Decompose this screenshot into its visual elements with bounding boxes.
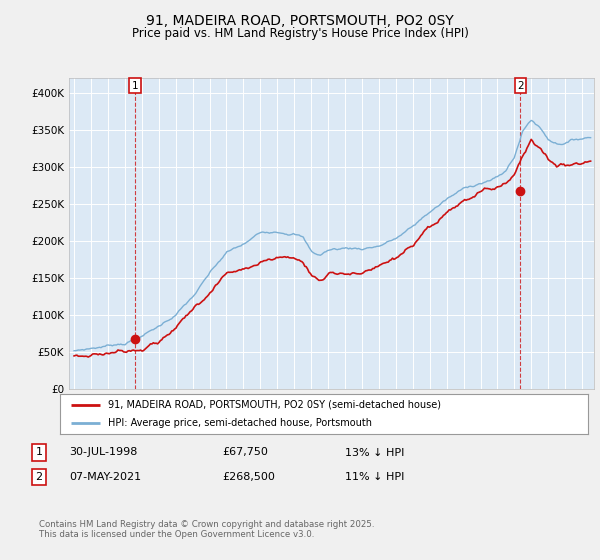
Text: £268,500: £268,500 — [222, 472, 275, 482]
Text: 1: 1 — [131, 81, 138, 91]
Text: 11% ↓ HPI: 11% ↓ HPI — [345, 472, 404, 482]
Text: 2: 2 — [517, 81, 524, 91]
Text: 91, MADEIRA ROAD, PORTSMOUTH, PO2 0SY (semi-detached house): 91, MADEIRA ROAD, PORTSMOUTH, PO2 0SY (s… — [107, 400, 440, 409]
Text: 2: 2 — [35, 472, 43, 482]
Text: 91, MADEIRA ROAD, PORTSMOUTH, PO2 0SY: 91, MADEIRA ROAD, PORTSMOUTH, PO2 0SY — [146, 14, 454, 28]
Text: £67,750: £67,750 — [222, 447, 268, 458]
Text: Contains HM Land Registry data © Crown copyright and database right 2025.
This d: Contains HM Land Registry data © Crown c… — [39, 520, 374, 539]
Text: Price paid vs. HM Land Registry's House Price Index (HPI): Price paid vs. HM Land Registry's House … — [131, 27, 469, 40]
Text: 30-JUL-1998: 30-JUL-1998 — [69, 447, 137, 458]
Text: 1: 1 — [35, 447, 43, 458]
Text: 13% ↓ HPI: 13% ↓ HPI — [345, 447, 404, 458]
Text: HPI: Average price, semi-detached house, Portsmouth: HPI: Average price, semi-detached house,… — [107, 418, 371, 428]
Text: 07-MAY-2021: 07-MAY-2021 — [69, 472, 141, 482]
